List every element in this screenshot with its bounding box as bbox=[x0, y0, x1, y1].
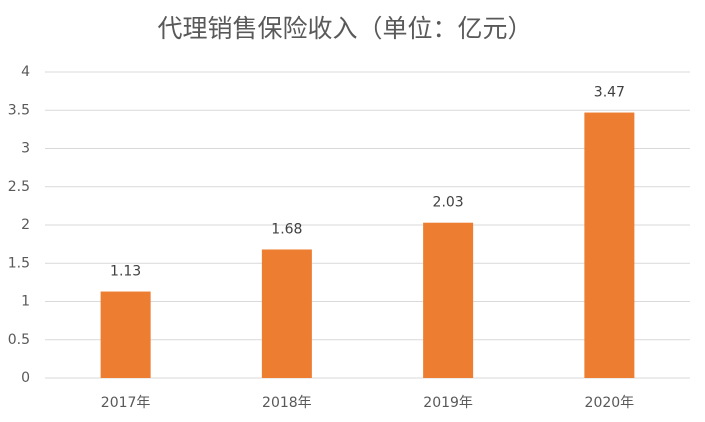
bar bbox=[100, 291, 151, 378]
y-tick-label: 1 bbox=[21, 294, 30, 310]
x-tick-label: 2018年 bbox=[262, 395, 312, 411]
y-tick-label: 1.5 bbox=[8, 255, 30, 271]
bar bbox=[584, 112, 635, 379]
y-tick-label: 0 bbox=[21, 370, 30, 386]
bar bbox=[423, 222, 474, 378]
x-tick-label: 2020年 bbox=[585, 395, 635, 411]
bar bbox=[261, 249, 312, 378]
y-tick-label: 3.5 bbox=[8, 102, 30, 118]
data-label: 1.68 bbox=[271, 221, 302, 237]
chart-title: 代理销售保险收入（单位：亿元） bbox=[157, 14, 532, 43]
y-tick-label: 2 bbox=[21, 217, 30, 233]
y-tick-label: 4 bbox=[21, 64, 30, 80]
y-tick-label: 3 bbox=[21, 141, 30, 157]
x-tick-label: 2019年 bbox=[423, 395, 473, 411]
x-tick-label: 2017年 bbox=[101, 395, 151, 411]
data-label: 3.47 bbox=[594, 85, 625, 101]
data-label: 2.03 bbox=[433, 195, 464, 211]
y-tick-label: 0.5 bbox=[8, 332, 30, 348]
data-label: 1.13 bbox=[110, 264, 141, 280]
y-tick-label: 2.5 bbox=[8, 179, 30, 195]
